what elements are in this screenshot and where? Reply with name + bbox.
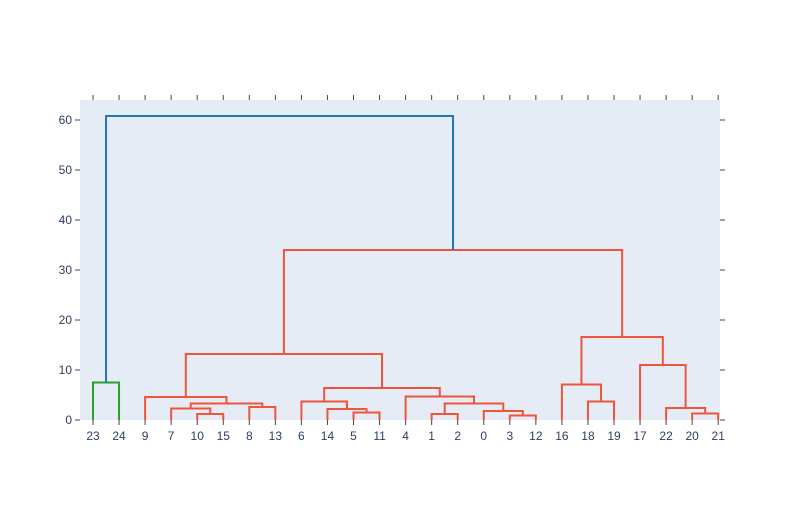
leaf-label: 12: [529, 429, 543, 443]
leaf-label: 10: [191, 429, 205, 443]
x-axis-top: [92, 95, 719, 100]
leaf-label: 8: [246, 429, 253, 443]
leaf-label: 3: [506, 429, 513, 443]
leaf-label: 6: [298, 429, 305, 443]
leaf-label: 23: [86, 429, 100, 443]
y-tick-label: 20: [59, 313, 73, 327]
leaf-label: 13: [269, 429, 283, 443]
leaf-label: 11: [373, 429, 386, 443]
leaf-label: 14: [321, 429, 335, 443]
leaf-label: 15: [217, 429, 231, 443]
y-axis-right: [720, 119, 725, 421]
dendrogram-links: [92, 115, 720, 420]
plot-background: [80, 100, 720, 420]
leaf-label: 7: [168, 429, 175, 443]
leaf-label: 18: [581, 429, 595, 443]
leaf-label: 24: [112, 429, 126, 443]
dendrogram-link: [105, 115, 455, 383]
leaf-label: 21: [712, 429, 726, 443]
leaf-label: 17: [633, 429, 647, 443]
y-tick-label: 30: [59, 263, 73, 277]
leaf-label: 20: [685, 429, 699, 443]
leaf-label: 0: [480, 429, 487, 443]
y-tick-label: 50: [59, 163, 73, 177]
leaf-label: 16: [555, 429, 569, 443]
leaf-label: 4: [402, 429, 409, 443]
leaf-label: 19: [607, 429, 621, 443]
leaf-label: 1: [428, 429, 435, 443]
leaf-label: 22: [659, 429, 673, 443]
y-tick-label: 40: [59, 213, 73, 227]
y-tick-label: 60: [59, 113, 73, 127]
y-tick-label: 10: [59, 363, 73, 377]
y-tick-label: 0: [65, 413, 72, 427]
leaf-label: 9: [142, 429, 149, 443]
leaf-label: 5: [350, 429, 357, 443]
y-axis-left: 0 10 20 30 40 50 60: [59, 113, 80, 427]
x-axis-bottom: 23 24 9 7 10 15 8 13 6 14 5 11 4 1 2 0 3 12 16 18 19 17 22 20 21: [86, 420, 725, 443]
leaf-label: 2: [454, 429, 461, 443]
